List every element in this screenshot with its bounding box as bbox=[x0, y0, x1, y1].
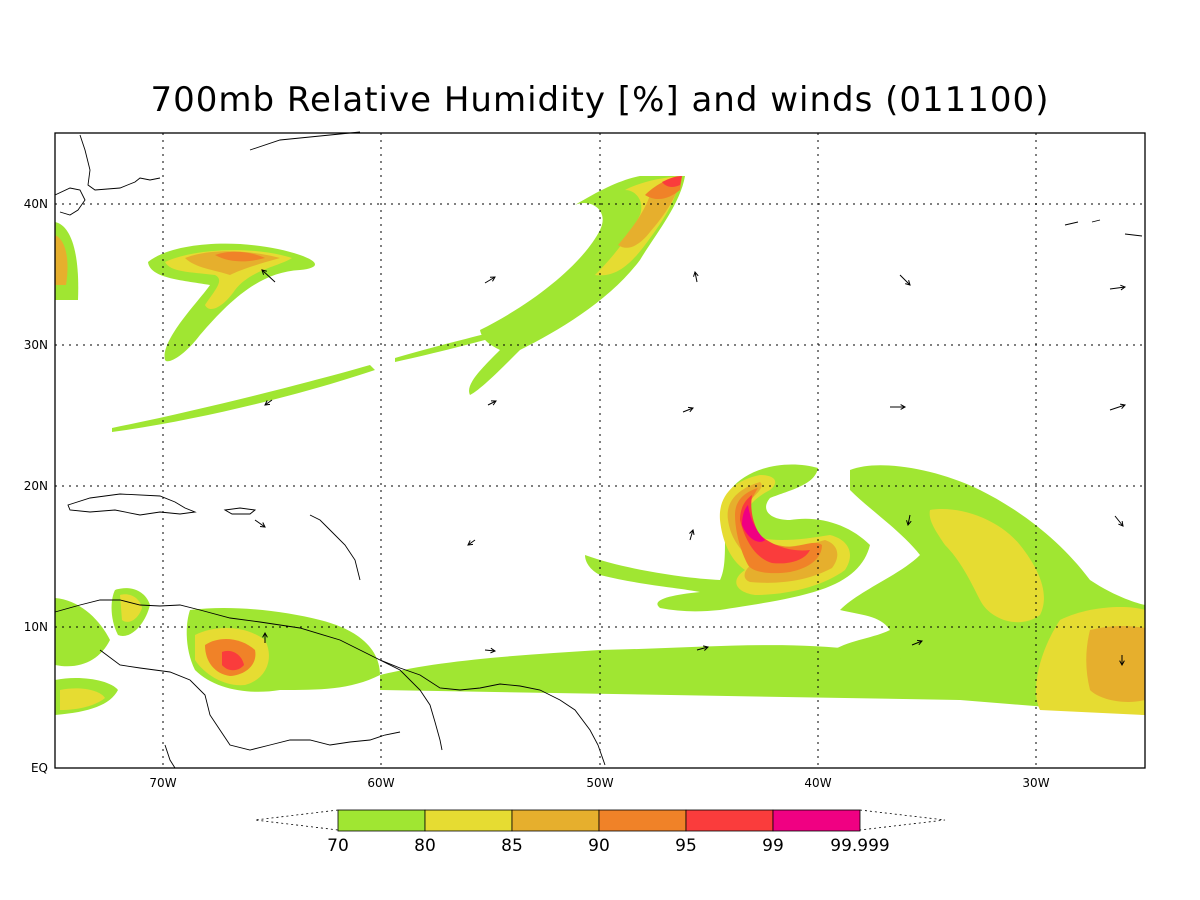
colorbar-swatch-4 bbox=[685, 809, 774, 832]
wind-arrow bbox=[911, 639, 923, 646]
humidity-region bbox=[55, 235, 68, 285]
coastline bbox=[79, 134, 161, 191]
coastline bbox=[249, 131, 361, 151]
wind-arrow bbox=[262, 631, 268, 643]
coastline bbox=[54, 187, 86, 216]
colorbar-high-extension bbox=[859, 809, 946, 831]
coastline bbox=[164, 744, 176, 769]
wind-arrow bbox=[682, 406, 694, 413]
colorbar-swatch-1 bbox=[424, 809, 513, 832]
humidity-region bbox=[112, 365, 375, 432]
wind-arrow bbox=[693, 270, 699, 283]
wind-arrow bbox=[689, 529, 695, 541]
wind-arrow bbox=[696, 645, 710, 651]
colorbar-swatch-3 bbox=[598, 809, 687, 832]
colorbar-swatch-0 bbox=[337, 809, 426, 832]
wind-arrow bbox=[467, 539, 476, 546]
colorbar-label: 85 bbox=[501, 836, 523, 856]
lon-tick-label: 70W bbox=[149, 776, 176, 790]
lon-tick-label: 30W bbox=[1022, 776, 1049, 790]
wind-arrow bbox=[264, 399, 273, 406]
coastline bbox=[309, 514, 361, 581]
coastline bbox=[67, 493, 197, 516]
humidity-region bbox=[60, 688, 105, 710]
lat-tick-label: 30N bbox=[24, 338, 48, 352]
wind-arrow bbox=[890, 404, 907, 410]
wind-arrow bbox=[1109, 284, 1127, 291]
humidity-region bbox=[222, 650, 244, 671]
latitude-labels: 40N 30N 20N 10N EQ bbox=[24, 197, 48, 775]
lat-tick-label: 40N bbox=[24, 197, 48, 211]
wind-arrow bbox=[261, 269, 276, 283]
colorbar: 70 80 85 90 95 99 99.999 bbox=[254, 809, 946, 856]
humidity-region bbox=[215, 251, 265, 262]
wind-vectors bbox=[254, 269, 1127, 667]
wind-arrow bbox=[254, 519, 266, 528]
wind-arrow bbox=[1109, 403, 1126, 411]
coastline bbox=[379, 659, 443, 751]
coastlines bbox=[54, 131, 1143, 769]
humidity-region bbox=[1086, 625, 1145, 702]
humidity-field bbox=[55, 176, 1145, 715]
humidity-region bbox=[395, 330, 500, 362]
humidity-region bbox=[929, 509, 1044, 623]
lat-tick-label: EQ bbox=[31, 761, 48, 775]
coastline bbox=[1064, 219, 1143, 237]
lat-tick-label: 20N bbox=[24, 479, 48, 493]
humidity-region bbox=[742, 505, 765, 542]
wind-arrow bbox=[1119, 655, 1125, 667]
colorbar-label: 99 bbox=[762, 836, 784, 856]
lon-tick-label: 60W bbox=[367, 776, 394, 790]
coastline bbox=[99, 649, 401, 751]
colorbar-label: 99.999 bbox=[830, 836, 889, 856]
humidity-region bbox=[148, 243, 315, 362]
wind-arrow bbox=[484, 647, 497, 654]
colorbar-label: 95 bbox=[675, 836, 697, 856]
humidity-region bbox=[380, 645, 960, 700]
wind-arrow bbox=[1114, 515, 1124, 527]
colorbar-swatch-5 bbox=[772, 809, 861, 832]
wind-arrow bbox=[906, 514, 912, 527]
graticule bbox=[55, 133, 1145, 768]
colorbar-label: 80 bbox=[414, 836, 436, 856]
longitude-labels: 70W 60W 50W 40W 30W bbox=[149, 776, 1049, 790]
humidity-region bbox=[55, 598, 110, 667]
colorbar-label: 70 bbox=[327, 836, 349, 856]
colorbar-low-extension bbox=[254, 809, 339, 831]
humidity-region bbox=[740, 495, 810, 564]
map-title: 700mb Relative Humidity [%] and winds (0… bbox=[150, 80, 1050, 120]
wind-arrow bbox=[487, 400, 497, 406]
coastline bbox=[223, 507, 257, 515]
colorbar-swatch-2 bbox=[511, 809, 600, 832]
humidity-region bbox=[662, 176, 682, 187]
wind-arrow bbox=[484, 276, 496, 284]
wind-arrow bbox=[899, 274, 911, 286]
lon-tick-label: 50W bbox=[586, 776, 613, 790]
lat-tick-label: 10N bbox=[24, 620, 48, 634]
colorbar-label: 90 bbox=[588, 836, 610, 856]
lon-tick-label: 40W bbox=[804, 776, 831, 790]
